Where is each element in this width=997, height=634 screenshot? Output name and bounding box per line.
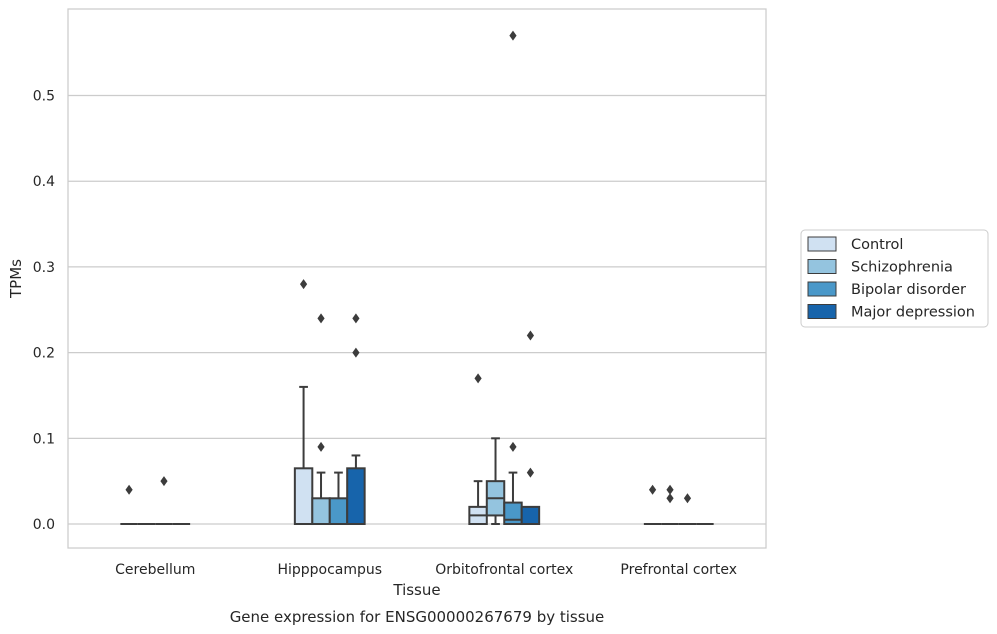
x-tick-label: Prefrontal cortex [620, 562, 737, 578]
boxes-layer [120, 385, 714, 526]
box-group [346, 454, 366, 526]
outlier-point [125, 484, 133, 495]
outlier-point [683, 493, 692, 504]
outlier-point [352, 313, 360, 324]
x-tick-label: Cerebellum [115, 562, 195, 578]
legend-label: Bipolar disorder [851, 282, 966, 298]
box-group [503, 471, 523, 526]
plot-frame [67, 8, 767, 549]
y-tick-label: 0.4 [33, 174, 55, 190]
x-axis-label: Tissue [392, 581, 440, 599]
y-tick-labels: 0.0 0.1 0.2 0.3 0.4 0.5 [33, 89, 55, 533]
box-group [485, 437, 506, 526]
y-tick-label: 0.5 [33, 89, 55, 105]
y-tick-label: 0.0 [33, 517, 55, 533]
outlier-point [509, 30, 517, 41]
legend-label: Control [851, 237, 903, 253]
outlier-point [317, 441, 325, 452]
box [503, 501, 523, 526]
outlier-point [317, 313, 325, 324]
y-tick-label: 0.3 [33, 260, 55, 276]
legend-swatch [807, 236, 837, 252]
box [293, 467, 314, 526]
box-group [293, 385, 314, 526]
legend-frame [800, 229, 989, 328]
outlier-point [352, 347, 360, 358]
chart-caption: Gene expression for ENSG00000267679 by t… [230, 608, 605, 626]
legend-label: Major depression [851, 305, 975, 321]
x-tick-labels: Cerebellum Hipppocampus Orbitofrontal cort… [115, 562, 737, 578]
y-axis-label: TPMs [7, 259, 25, 299]
legend-swatch [807, 259, 837, 274]
y-tick-label: 0.1 [33, 431, 55, 447]
box-group [328, 471, 349, 526]
outlier-point [526, 330, 535, 341]
outliers-layer [125, 30, 692, 504]
box [328, 497, 349, 526]
box [346, 467, 366, 526]
outlier-point [299, 279, 308, 290]
outlier-point [666, 484, 674, 495]
legend-label: Schizophrenia [851, 260, 953, 276]
x-tick-label: Orbitofrontal cortex [435, 562, 573, 578]
outlier-point [526, 467, 535, 478]
legend-swatch [807, 281, 837, 297]
x-tick-label: Hipppocampus [277, 562, 382, 578]
outlier-point [509, 441, 517, 452]
y-tick-label: 0.2 [33, 346, 55, 362]
box-group [311, 471, 331, 526]
legend: Control Schizophrenia Bipolar disorder Majo… [800, 229, 989, 328]
outlier-point [474, 373, 482, 384]
box [520, 505, 541, 526]
outlier-point [648, 484, 657, 495]
box [311, 497, 331, 526]
legend-swatch [807, 304, 837, 319]
outlier-point [160, 476, 168, 487]
box-group [520, 505, 541, 526]
outlier-point [666, 493, 674, 504]
